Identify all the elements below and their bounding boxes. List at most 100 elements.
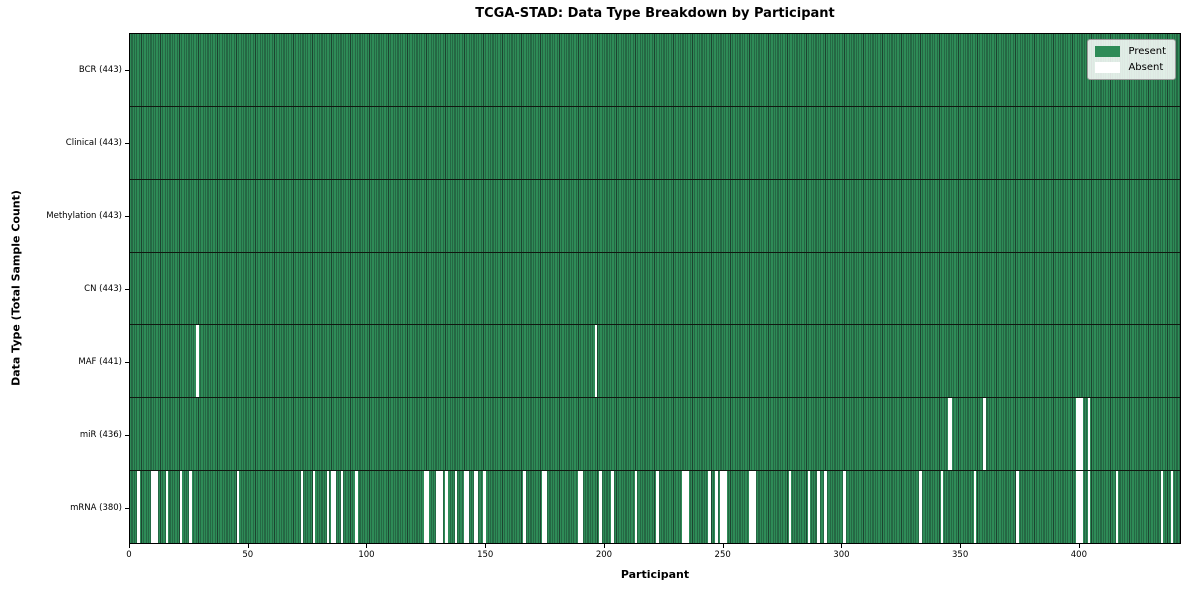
absent-stripe [599,471,602,544]
absent-stripe [947,398,951,471]
absent-stripe [1075,398,1079,471]
y-tick-label: miR (436) [79,429,122,440]
x-tick-mark [603,544,605,548]
absent-stripe [611,471,614,544]
absent-stripe [788,471,792,544]
absent-stripe [656,471,659,544]
x-tick-mark [1078,544,1080,548]
x-axis-label: Participant [620,568,690,581]
absent-stripe [686,471,690,544]
absent-stripe [843,471,846,544]
plot-area: Present Absent [129,33,1181,544]
x-tick-label: 400 [1070,550,1087,560]
absent-stripe [196,325,199,398]
y-tick-mark [125,69,129,71]
absent-stripe [684,471,688,544]
absent-stripe [824,471,827,544]
legend: Present Absent [1087,39,1176,80]
absent-stripe [523,471,526,544]
y-tick-mark [125,142,129,144]
row-MAF [130,325,1180,399]
y-tick-mark [125,215,129,217]
absent-stripe [634,471,638,544]
x-tick-label: 150 [477,550,494,560]
x-tick-mark [841,544,843,548]
absent-stripe [1078,398,1081,471]
row-BCR [130,34,1180,107]
absent-stripe [440,471,443,544]
absent-stripe [483,471,486,544]
x-tick-mark [722,544,724,548]
y-tick-mark [125,434,129,436]
row-CN [130,252,1180,326]
absent-stripe [594,325,597,398]
absent-stripe [807,471,811,544]
x-tick-label: 50 [242,550,254,560]
absent-stripe [1080,471,1083,544]
absent-swatch [1095,62,1121,73]
y-tick-label: Clinical (443) [65,137,122,148]
x-tick-mark [485,544,487,548]
absent-stripe [1075,471,1079,544]
row-mRNA [130,471,1180,544]
absent-stripe [464,471,467,544]
x-tick-label: 200 [595,550,613,560]
absent-stripe [1170,471,1173,544]
x-tick-label: 300 [833,550,850,560]
row-Methylation [130,179,1180,253]
y-tick-mark [125,361,129,363]
y-tick-label: BCR (443) [78,64,122,75]
chart-title: TCGA-STAD: Data Type Breakdown by Partic… [475,6,835,21]
y-tick-mark [125,507,129,509]
absent-stripe [1078,471,1081,544]
x-tick-mark [129,544,130,548]
absent-stripe [312,471,315,544]
absent-stripe [153,471,157,544]
y-tick-label: Methylation (443) [46,210,122,221]
absent-stripe [919,471,922,544]
x-tick-mark [960,544,962,548]
x-tick-label: 0 [126,550,132,560]
absent-stripe [542,471,545,544]
legend-label-present: Present [1128,46,1166,57]
absent-stripe [151,471,154,544]
absent-stripe [983,398,986,471]
x-tick-mark [366,544,368,548]
absent-stripe [817,471,820,544]
absent-stripe [1087,398,1090,471]
absent-stripe [722,471,725,544]
absent-stripe [720,471,723,544]
x-tick-label: 100 [358,550,375,560]
absent-stripe [438,471,441,544]
absent-stripe [236,471,240,544]
legend-entry-present: Present [1095,46,1166,57]
absent-stripe [1016,471,1019,544]
absent-stripe [476,471,479,544]
absent-stripe [423,471,427,544]
absent-stripe [426,471,429,544]
absent-stripe [454,471,458,544]
x-tick-label: 350 [952,550,969,560]
heatmap-rows [130,34,1180,544]
absent-stripe [950,398,953,471]
absent-stripe [1161,471,1164,544]
absent-stripe [445,471,448,544]
absent-stripe [580,471,583,544]
absent-stripe [333,471,337,544]
absent-stripe [340,471,344,544]
legend-entry-absent: Absent [1095,62,1166,73]
absent-stripe [708,471,711,544]
y-tick-mark [125,288,129,290]
absent-stripe [179,471,183,544]
y-tick-label: CN (443) [84,283,122,294]
absent-stripe [753,471,756,544]
x-tick-mark [247,544,249,548]
absent-stripe [682,471,685,544]
absent-stripe [750,471,754,544]
absent-stripe [326,471,330,544]
absent-stripe [189,471,192,544]
absent-stripe [156,471,159,544]
absent-stripe [1116,471,1119,544]
absent-stripe [724,471,728,544]
